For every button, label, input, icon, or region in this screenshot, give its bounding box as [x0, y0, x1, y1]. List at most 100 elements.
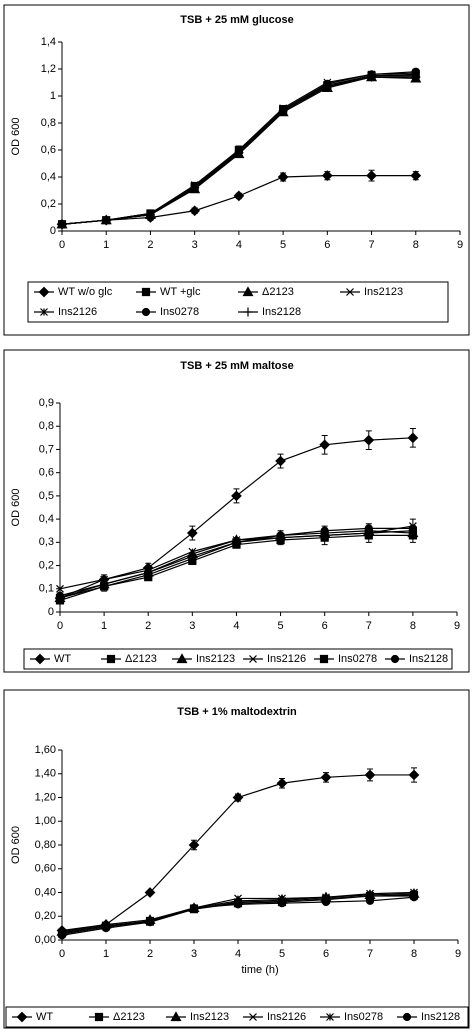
legend-marker	[176, 653, 188, 664]
x-tick-label: 8	[413, 239, 419, 251]
y-tick-label: 0,00	[35, 934, 56, 946]
marker	[101, 215, 111, 225]
legend-label: WT	[54, 653, 71, 665]
legend-marker	[34, 653, 46, 665]
marker	[144, 887, 156, 898]
marker	[55, 591, 65, 600]
marker	[231, 490, 242, 502]
legend-box	[5, 1006, 469, 1028]
marker	[320, 526, 329, 535]
legend-label: Ins2126	[267, 653, 306, 665]
legend-label: WT +glc	[160, 286, 201, 298]
marker	[366, 170, 377, 181]
y-tick-label: 1,4	[41, 36, 56, 48]
legend-label: WT	[36, 1011, 53, 1023]
marker	[57, 931, 67, 940]
marker	[233, 190, 245, 202]
x-tick-label: 6	[322, 620, 328, 632]
legend-box	[23, 648, 453, 670]
marker	[363, 434, 375, 446]
marker	[408, 524, 417, 533]
y-tick-label: 0,1	[39, 583, 54, 595]
marker	[276, 777, 288, 789]
x-tick-label: 1	[101, 620, 107, 632]
y-tick-label: 0,6	[41, 144, 56, 156]
marker	[233, 900, 243, 909]
marker	[189, 205, 201, 217]
y-tick-label: 0,20	[35, 910, 56, 922]
chart-title: TSB + 1% maltodextrin	[177, 706, 297, 718]
legend-marker	[106, 654, 116, 664]
y-tick-label: 0,7	[39, 443, 54, 455]
y-tick-label: 0,2	[39, 559, 54, 571]
legend-marker	[319, 654, 329, 664]
x-tick-label: 7	[366, 620, 372, 632]
x-tick-label: 9	[457, 239, 463, 251]
y-tick-label: 1,20	[35, 791, 56, 803]
legend-marker	[141, 307, 151, 317]
x-tick-label: 2	[147, 948, 153, 960]
x-tick-label: 0	[57, 620, 63, 632]
x-tick-label: 7	[367, 948, 373, 960]
marker	[365, 896, 375, 905]
marker	[188, 839, 200, 851]
x-tick-label: 5	[277, 620, 283, 632]
series-line	[59, 437, 413, 599]
x-tick-label: 2	[145, 620, 151, 632]
x-tick-label: 5	[279, 948, 285, 960]
y-axis-label: OD 600	[10, 826, 22, 864]
legend-label: Ins0278	[338, 653, 377, 665]
marker	[321, 170, 333, 181]
legend-label: Ins0278	[160, 306, 199, 318]
marker	[367, 72, 377, 82]
legend-label: Ins2123	[196, 653, 235, 665]
x-tick-label: 9	[454, 620, 460, 632]
marker	[144, 568, 153, 577]
panel-frame	[3, 4, 470, 336]
legend-marker	[38, 286, 50, 298]
y-tick-label: 0,4	[39, 513, 54, 525]
marker	[188, 552, 197, 561]
marker	[234, 148, 244, 158]
legend-marker	[390, 654, 400, 664]
legend-box	[27, 281, 449, 323]
y-tick-label: 0	[50, 225, 56, 237]
legend-marker	[346, 288, 354, 296]
marker	[275, 455, 286, 467]
x-tick-label: 6	[324, 239, 330, 251]
y-tick-label: 1,60	[35, 744, 56, 756]
marker	[145, 918, 155, 927]
y-tick-label: 0,5	[39, 490, 54, 502]
x-tick-label: 2	[147, 239, 153, 251]
marker	[319, 439, 331, 451]
legend-label: Δ2123	[262, 286, 294, 298]
y-tick-label: 1	[50, 90, 56, 102]
y-tick-label: 0,80	[35, 839, 56, 851]
y-tick-label: 0,3	[39, 536, 54, 548]
marker	[232, 792, 244, 803]
x-tick-label: 8	[410, 620, 416, 632]
x-tick-label: 4	[236, 239, 242, 251]
legend-label: Ins2126	[267, 1011, 306, 1023]
marker	[411, 72, 421, 82]
marker	[320, 533, 329, 542]
legend-marker	[16, 1011, 28, 1023]
legend-marker	[141, 287, 151, 297]
legend-marker	[243, 307, 253, 317]
legend-marker	[249, 655, 257, 663]
x-tick-label: 0	[59, 948, 65, 960]
chart-title: TSB + 25 mM glucose	[180, 14, 293, 26]
y-tick-label: 0,8	[41, 117, 56, 129]
legend-label: Ins2128	[409, 653, 448, 665]
marker	[321, 897, 331, 907]
marker	[278, 106, 288, 116]
marker	[364, 531, 373, 540]
legend-label: Ins2123	[190, 1011, 229, 1023]
marker	[409, 893, 419, 902]
y-tick-label: 0,9	[39, 397, 54, 409]
legend-label: Ins2126	[58, 306, 97, 318]
marker	[189, 903, 199, 913]
legend-marker	[94, 1012, 104, 1022]
legend-marker	[249, 1013, 257, 1021]
marker	[100, 580, 109, 589]
